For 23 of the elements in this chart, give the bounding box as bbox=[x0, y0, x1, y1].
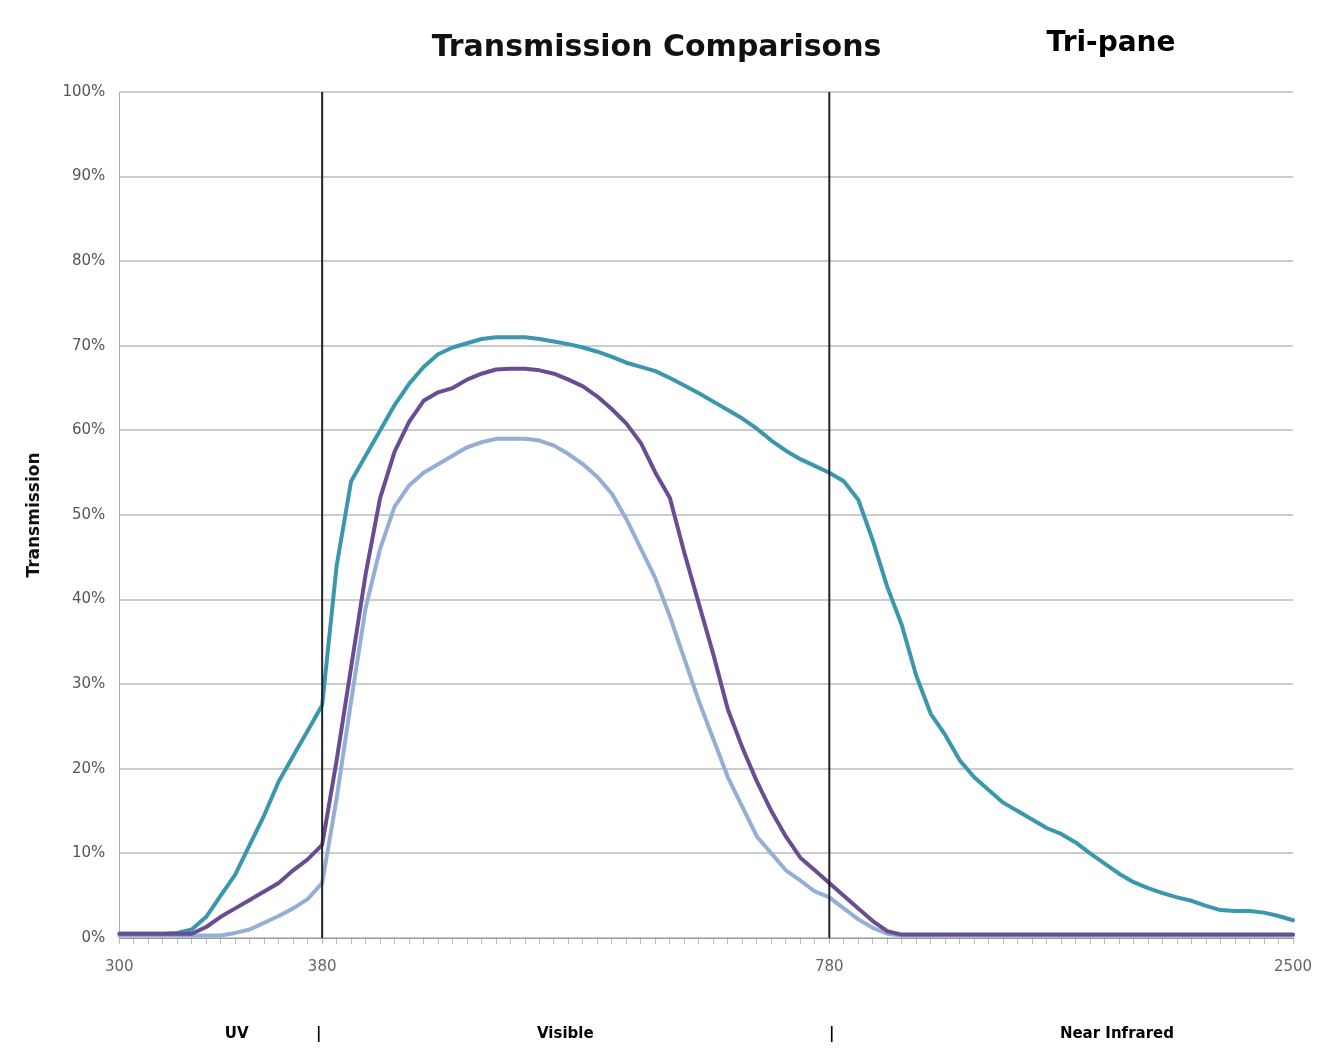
y-tick-label: 90% bbox=[71, 166, 106, 185]
x-tick-label: 2500 bbox=[1273, 956, 1313, 975]
y-tick-label: 50% bbox=[71, 504, 106, 523]
text: UV bbox=[224, 1023, 249, 1042]
y-tick-label: 10% bbox=[71, 843, 106, 862]
text: Near Infrared bbox=[1059, 1023, 1174, 1042]
y-tick-label: 30% bbox=[71, 674, 106, 693]
x-tick-label: 780 bbox=[814, 956, 844, 975]
y-tick-label: 60% bbox=[71, 420, 106, 439]
text: Visible bbox=[536, 1023, 594, 1042]
y-tick-label: 80% bbox=[71, 251, 106, 270]
text: | bbox=[828, 1023, 835, 1043]
y-tick-label: 20% bbox=[71, 758, 106, 777]
y-tick-label: 70% bbox=[71, 335, 106, 354]
chart-title: Transmission Comparisons bbox=[431, 27, 882, 63]
text: | bbox=[316, 1023, 322, 1043]
y-axis-title: Transmission bbox=[22, 452, 43, 578]
x-tick-label: 380 bbox=[307, 956, 337, 975]
x-tick-label: 300 bbox=[104, 956, 134, 975]
y-tick-label: 0% bbox=[81, 927, 106, 946]
y-tick-label: 40% bbox=[71, 589, 106, 608]
y-tick-label: 100% bbox=[62, 81, 106, 100]
text: Tri-pane bbox=[1046, 25, 1176, 59]
